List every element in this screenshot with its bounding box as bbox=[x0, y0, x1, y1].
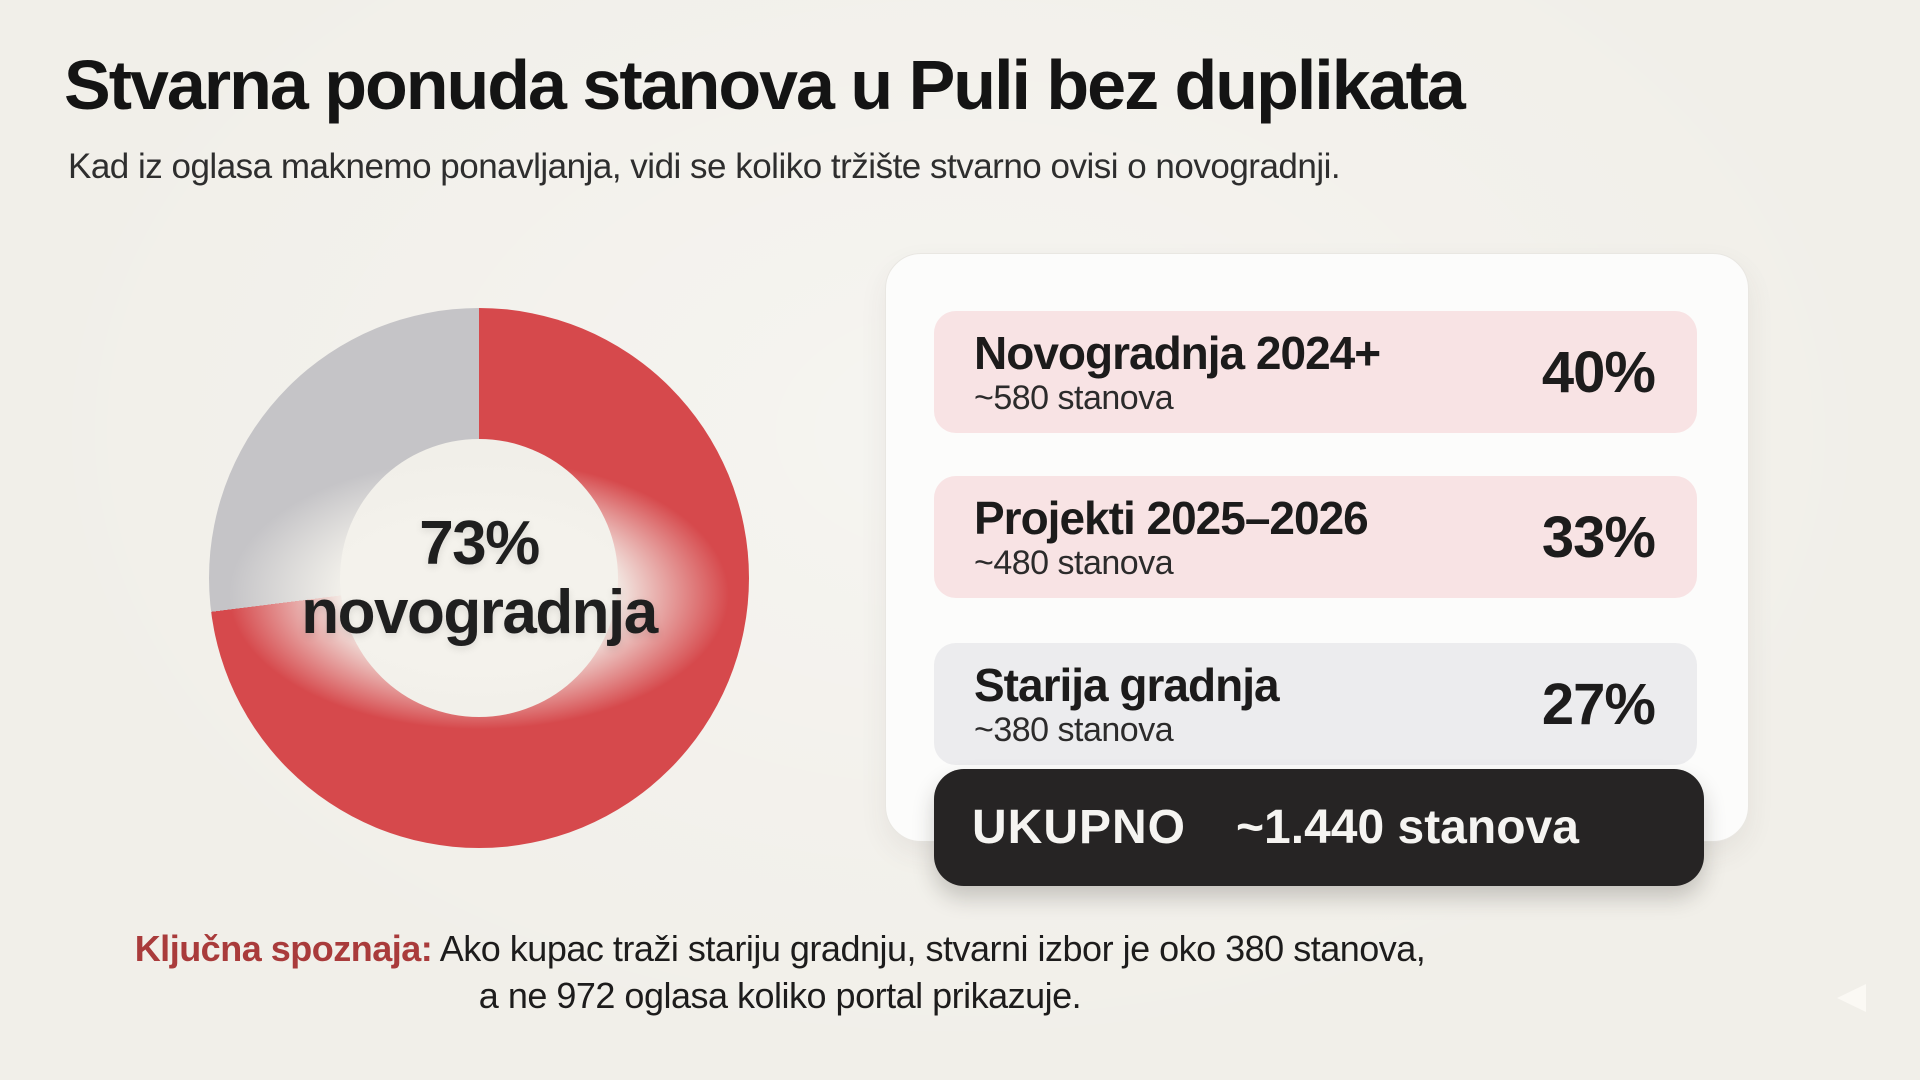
row-label: Novogradnja 2024+ bbox=[974, 326, 1381, 379]
key-insight-line2: a ne 972 oglasa koliko portal prikazuje. bbox=[478, 974, 1082, 1016]
donut-value-label: 73% bbox=[419, 508, 540, 578]
page-subtitle: Kad iz oglasa maknemo ponavljanja, vidi … bbox=[68, 147, 1341, 186]
total-bar: UKUPNO ~1.440 stanova bbox=[934, 769, 1704, 886]
row-percent: 40% bbox=[1541, 339, 1656, 405]
row-label: Starija gradnja bbox=[974, 658, 1280, 711]
row-percent: 27% bbox=[1541, 671, 1656, 737]
row-sublabel: ~380 stanova bbox=[974, 710, 1174, 749]
donut-label-halo bbox=[229, 459, 729, 730]
total-label: UKUPNO bbox=[972, 801, 1187, 854]
row-text: Projekti 2025–2026 ~480 stanova bbox=[934, 491, 1369, 582]
donut-category-label: novogradnja bbox=[301, 578, 658, 647]
breakdown-row-starija-gradnja: Starija gradnja ~380 stanova 27% bbox=[934, 643, 1697, 765]
breakdown-row-projekti: Projekti 2025–2026 ~480 stanova 33% bbox=[934, 476, 1697, 598]
row-label: Projekti 2025–2026 bbox=[974, 491, 1369, 544]
donut-center-label: 73% novogradnja bbox=[209, 308, 749, 848]
total-value: ~1.440 stanova bbox=[1236, 801, 1579, 854]
row-sublabel: ~580 stanova bbox=[974, 378, 1174, 417]
key-insight-line1: Ako kupac traži stariju gradnju, stvarni… bbox=[439, 928, 1426, 969]
breakdown-card: Novogradnja 2024+ ~580 stanova 40% Proje… bbox=[885, 253, 1749, 886]
page-title: Stvarna ponuda stanova u Puli bez duplik… bbox=[64, 46, 1466, 124]
row-sublabel: ~480 stanova bbox=[974, 543, 1174, 582]
breakdown-row-novogradnja: Novogradnja 2024+ ~580 stanova 40% bbox=[934, 311, 1697, 433]
row-percent: 33% bbox=[1541, 504, 1656, 570]
key-insight: Ključna spoznaja: Ako kupac traži starij… bbox=[80, 926, 1480, 1020]
key-insight-lead: Ključna spoznaja: bbox=[134, 928, 433, 969]
donut-chart: 73% novogradnja bbox=[209, 308, 749, 848]
row-text: Novogradnja 2024+ ~580 stanova bbox=[934, 326, 1381, 417]
play-arrow-watermark-icon bbox=[1837, 984, 1866, 1012]
row-text: Starija gradnja ~380 stanova bbox=[934, 658, 1280, 749]
